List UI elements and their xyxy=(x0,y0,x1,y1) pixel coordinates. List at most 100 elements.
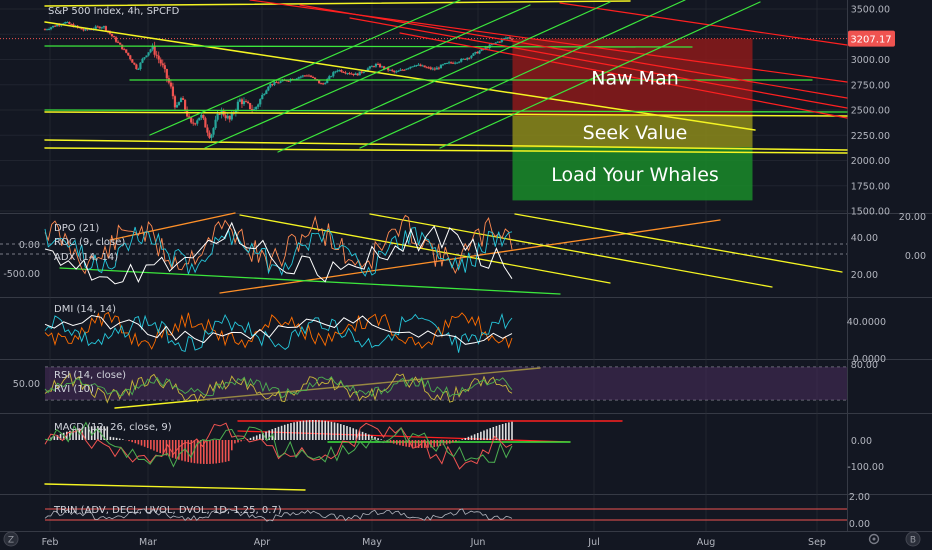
candle-body xyxy=(494,42,497,44)
candle-body xyxy=(437,67,441,69)
candle-body xyxy=(267,86,270,91)
candle-body xyxy=(500,39,503,42)
candle-body xyxy=(301,75,304,77)
candle-body xyxy=(248,103,252,109)
zone-load-your-whales xyxy=(512,147,753,201)
candle-body xyxy=(66,21,69,23)
trendline xyxy=(277,1,611,153)
candle-body xyxy=(476,51,479,54)
candle-body xyxy=(502,38,505,40)
candle-body xyxy=(273,81,276,85)
candle-body xyxy=(188,116,191,118)
dmi-minus-line xyxy=(44,312,513,353)
candle-body xyxy=(435,67,438,70)
candle-body xyxy=(151,45,154,50)
candle-body xyxy=(456,62,459,64)
candle-body xyxy=(376,63,380,65)
candle-body xyxy=(470,55,473,58)
candle-body xyxy=(403,69,406,71)
candle-body xyxy=(464,58,467,60)
candle-body xyxy=(472,53,475,56)
x-tick-label: May xyxy=(362,537,382,548)
trendlines[interactable] xyxy=(44,0,848,491)
y-tick-label: 3000.00 xyxy=(851,55,890,66)
zone-seek-value xyxy=(512,115,753,149)
candle-body xyxy=(246,101,250,104)
candle-body xyxy=(275,81,278,83)
labels: Feb Mar Apr May Jun Jul Aug Sep 1500.00 1750.00 20… xyxy=(3,5,926,548)
candle-body xyxy=(112,36,116,38)
rsi-band xyxy=(45,367,847,400)
dmi-plus-line xyxy=(44,311,513,350)
candle-body xyxy=(303,75,306,77)
candle-body xyxy=(374,63,378,67)
candle-body xyxy=(490,44,493,46)
candle-body xyxy=(449,62,453,64)
trendline xyxy=(44,111,848,117)
candle-body xyxy=(352,73,355,76)
candle-body xyxy=(413,65,416,67)
candle-body xyxy=(161,63,164,66)
candle-body xyxy=(54,25,57,27)
x-tick-label: Mar xyxy=(139,537,157,548)
candle-body xyxy=(125,49,128,53)
macd-line xyxy=(44,421,513,468)
x-tick-label: Sep xyxy=(808,537,826,548)
candle-body xyxy=(208,132,211,138)
candle-body xyxy=(70,24,73,26)
candle-body xyxy=(68,21,71,25)
candle-body xyxy=(478,50,481,54)
legend-dmi: DMI (14, 14) xyxy=(54,304,116,315)
candle-body xyxy=(508,37,512,39)
candle-body xyxy=(309,75,313,77)
candle-body xyxy=(427,67,430,69)
x-tick-label: Apr xyxy=(254,537,271,548)
candle-body xyxy=(230,112,233,120)
candle-body xyxy=(255,106,258,110)
candle-body xyxy=(397,70,400,72)
candle-body xyxy=(253,109,256,111)
candle-body xyxy=(242,101,246,105)
candle-body xyxy=(82,29,85,31)
candle-body xyxy=(216,113,219,120)
candle-body xyxy=(171,86,175,97)
axis-label: 0.00 xyxy=(849,519,870,530)
candle-body xyxy=(175,104,179,108)
candle-body xyxy=(190,117,193,123)
candle-body xyxy=(336,70,339,72)
candle-body xyxy=(460,58,463,62)
axis-label: 20.00 xyxy=(851,270,878,281)
candle-body xyxy=(145,55,148,58)
candle-body xyxy=(454,62,457,64)
trendline xyxy=(109,212,236,241)
candle-body xyxy=(354,73,357,76)
trin-line xyxy=(44,508,513,522)
candle-body xyxy=(43,29,47,31)
candle-body xyxy=(368,66,371,69)
candle-body xyxy=(452,62,455,64)
candle-body xyxy=(433,68,436,70)
candle-body xyxy=(64,22,67,24)
macd-signal xyxy=(44,422,513,470)
back-button xyxy=(905,531,921,547)
axis-label: -100.00 xyxy=(847,462,884,473)
x-tick-label: Feb xyxy=(42,537,59,548)
candle-body xyxy=(104,26,108,31)
candle-body xyxy=(387,67,390,71)
candle-body xyxy=(228,115,231,120)
candle-body xyxy=(348,73,351,75)
candle-body xyxy=(149,49,152,53)
zoom-button-label: Z xyxy=(8,536,14,546)
candle-body xyxy=(200,114,203,118)
candle-body xyxy=(116,41,120,43)
candle-body xyxy=(155,54,158,56)
candle-body xyxy=(177,102,181,105)
trendline xyxy=(399,32,848,119)
candle-body xyxy=(510,38,514,40)
y-tick-label: 1750.00 xyxy=(851,181,890,192)
candle-body xyxy=(458,61,461,63)
candle-body xyxy=(251,108,254,110)
candle-body xyxy=(429,67,432,70)
candle-body xyxy=(506,37,510,39)
